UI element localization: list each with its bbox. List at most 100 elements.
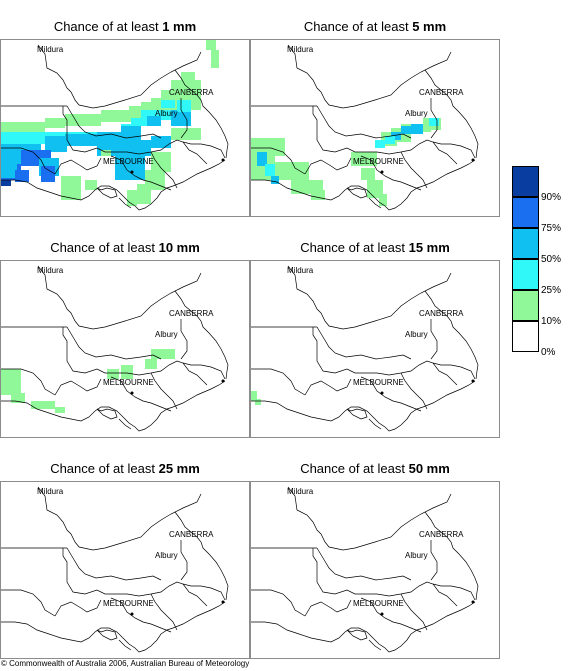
border-line [287,486,452,551]
location-marker [471,600,475,604]
legend-swatch-50-75 [512,228,539,259]
probability-cell [121,365,133,379]
canberra-label: CANBERRA [169,88,214,97]
location-marker [380,612,384,616]
mildura-label: Mildura [37,45,64,54]
border-line [96,408,118,420]
mildura-label: Mildura [37,487,64,496]
border-line [312,106,458,165]
probability-cell [101,110,131,122]
melbourne-label: MELBOURNE [353,599,404,608]
albury-label: Albury [155,551,178,560]
mildura-label: Mildura [287,45,314,54]
probability-cell [107,369,119,379]
border-line [424,290,479,380]
border-line [360,376,422,412]
copyright-notice: © Commonwealth of Australia 2006, Austra… [1,659,250,668]
probability-cell [151,136,171,148]
map-50mm: Mildura CANBERRA Albury MELBOURNE [250,481,500,659]
border-line [1,601,226,653]
mildura-label: Mildura [37,266,64,275]
albury-label: Albury [405,109,428,118]
probability-cell [151,349,175,359]
border-line [251,589,306,617]
border-line [251,147,306,175]
border-line [1,589,56,617]
border-line [150,151,178,189]
border-line [96,629,118,641]
border-line [316,105,412,139]
border-line [400,372,428,410]
location-marker [130,170,134,174]
probability-cell [411,124,423,134]
border-line [118,197,132,209]
border-line [400,151,428,189]
probability-cell [65,114,101,126]
probability-cell [131,118,161,126]
probability-cell [127,190,137,206]
probability-cell [171,128,201,140]
panel-title: Chance of at least 50 mm [300,461,450,476]
canberra-label: CANBERRA [169,530,214,539]
border-line [150,593,178,631]
probability-cell [41,166,55,182]
probability-cell [141,110,171,120]
panel-title: Chance of at least 15 mm [300,240,450,255]
border-line [251,368,306,396]
probability-cell [311,190,325,200]
legend-tick-75: 75% [541,223,562,234]
probability-cell [401,126,415,134]
border-line [424,511,479,601]
location-marker [221,379,225,383]
border-line [182,583,226,601]
border-line [174,69,229,159]
probability-cell [1,369,21,395]
melbourne-label: MELBOURNE [103,599,154,608]
panel-title: Chance of at least 5 mm [303,19,447,34]
location-marker [221,158,225,162]
border-line [304,599,352,617]
legend-swatch-90-100 [512,166,539,197]
map-25mm: Mildura CANBERRA Albury MELBOURNE [0,481,250,659]
map-svg-5mm: Mildura CANBERRA Albury MELBOURNE [251,44,479,211]
legend-tick-50: 50% [541,254,562,265]
border-line [430,319,438,360]
border-line [37,265,202,330]
border-line [346,629,368,641]
location-marker [130,391,134,395]
probability-cell [55,407,65,413]
location-marker [380,391,384,395]
probability-cell [115,156,145,180]
probability-cell [211,50,219,68]
probability-cell [275,162,309,180]
border-line [368,639,382,651]
legend-swatch-10-25 [512,290,539,321]
probability-cell [367,180,383,198]
border-line [346,187,368,199]
border-line [432,141,476,159]
border-line [182,141,226,159]
probability-cell [255,399,261,405]
border-line [251,159,476,211]
border-line [54,378,102,396]
location-marker [221,600,225,604]
location-marker [380,170,384,174]
border-line [62,327,208,386]
border-line [54,157,102,175]
border-line [1,159,226,211]
border-line [287,265,452,330]
map-svg-10mm: Mildura CANBERRA Albury MELBOURNE [1,265,229,432]
map-10mm: Mildura CANBERRA Albury MELBOURNE [0,260,250,438]
legend-tick-90: 90% [541,192,562,203]
albury-label: Albury [405,330,428,339]
albury-label: Albury [405,551,428,560]
border-line [304,378,352,396]
border-line [432,583,476,601]
probability-cell [161,100,175,108]
border-line [37,44,202,109]
probability-cell [181,72,195,82]
border-line [316,547,412,581]
border-line [312,548,458,607]
melbourne-label: MELBOURNE [103,378,154,387]
melbourne-label: MELBOURNE [353,378,404,387]
